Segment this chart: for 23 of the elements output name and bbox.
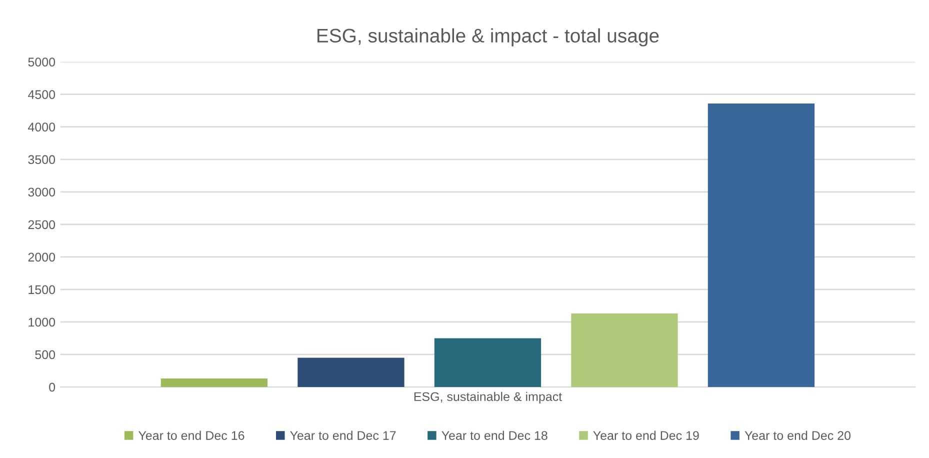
y-tick-label: 500 (35, 350, 56, 360)
bar (160, 378, 268, 388)
bar (434, 338, 542, 388)
y-tick-label: 4000 (28, 122, 56, 132)
y-tick-label: 3500 (28, 155, 56, 164)
y-tick-label: 4500 (28, 90, 56, 99)
legend-label: Year to end Dec 19 (593, 430, 699, 440)
bar (298, 358, 404, 388)
bar (708, 103, 815, 388)
legend-label: Year to end Dec 16 (138, 430, 244, 440)
y-tick-label: 2500 (28, 220, 56, 230)
y-tick-label: 3000 (28, 188, 56, 197)
y-tick-label: 2000 (28, 252, 56, 262)
y-tick-label: 1500 (28, 285, 56, 294)
y-tick-label: 0 (49, 382, 56, 392)
legend-label: Year to end Dec 18 (442, 430, 548, 440)
legend-label: Year to end Dec 17 (290, 430, 396, 440)
y-tick-label: 5000 (28, 58, 56, 66)
y-tick-label: 1000 (28, 318, 56, 327)
bar (571, 314, 678, 388)
chart-title: ESG, sustainable & impact - total usage (317, 28, 659, 46)
legend-label: Year to end Dec 20 (744, 430, 851, 440)
x-tick-label: ESG, sustainable & impact (414, 392, 562, 404)
